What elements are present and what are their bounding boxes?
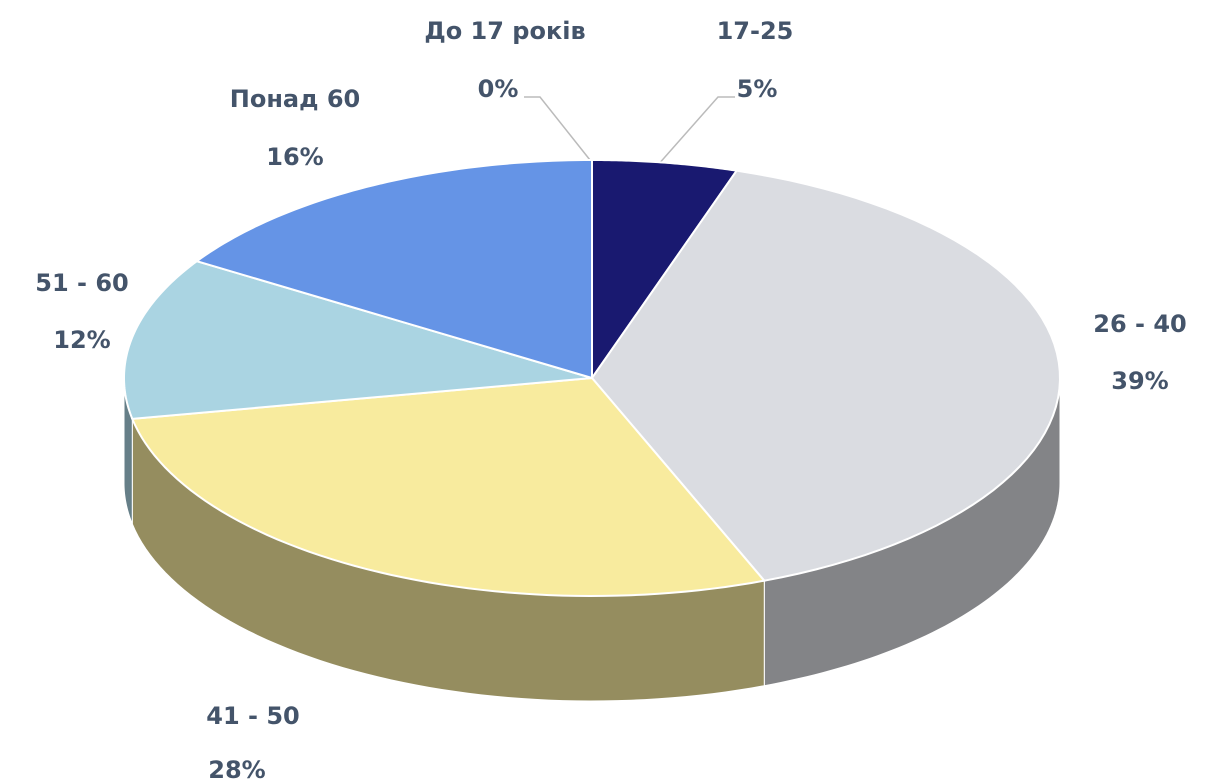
slice xyxy=(591,158,739,382)
leader-line xyxy=(656,96,735,167)
value-label: 16% xyxy=(266,143,323,171)
value-label: 28% xyxy=(208,756,265,784)
value-label: 5% xyxy=(737,75,778,103)
category-label: 41 - 50 xyxy=(206,702,299,730)
slice xyxy=(194,158,593,380)
slice xyxy=(122,260,593,420)
leader-line xyxy=(524,96,591,161)
slice xyxy=(130,376,767,597)
value-label: 39% xyxy=(1111,367,1168,395)
slice xyxy=(590,169,1061,582)
category-label: 26 - 40 xyxy=(1093,310,1186,338)
category-label: До 17 років xyxy=(424,17,585,45)
category-label: Понад 60 xyxy=(230,85,361,113)
value-label: 0% xyxy=(478,75,519,103)
value-label: 12% xyxy=(53,326,110,354)
category-label: 17-25 xyxy=(717,17,794,45)
category-label: 51 - 60 xyxy=(35,269,128,297)
